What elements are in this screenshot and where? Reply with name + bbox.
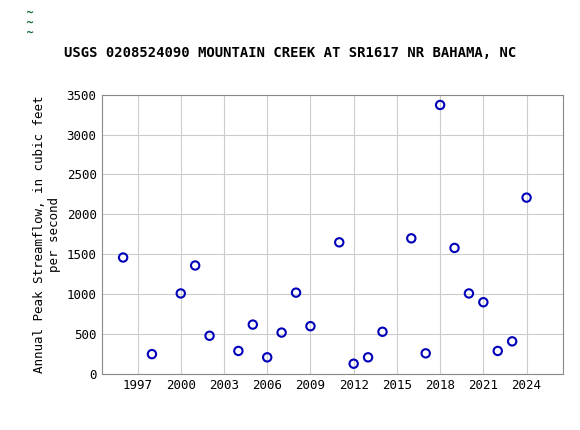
FancyBboxPatch shape xyxy=(3,3,58,42)
Point xyxy=(205,332,214,339)
Text: ~: ~ xyxy=(26,28,34,37)
Point xyxy=(248,321,258,328)
Point xyxy=(190,262,200,269)
Text: USGS 0208524090 MOUNTAIN CREEK AT SR1617 NR BAHAMA, NC: USGS 0208524090 MOUNTAIN CREEK AT SR1617… xyxy=(64,46,516,60)
Point xyxy=(450,245,459,252)
Text: ~: ~ xyxy=(26,8,34,18)
Point xyxy=(277,329,287,336)
Y-axis label: Annual Peak Streamflow, in cubic feet
per second: Annual Peak Streamflow, in cubic feet pe… xyxy=(33,95,61,373)
Point xyxy=(176,290,186,297)
Point xyxy=(118,254,128,261)
Text: ~: ~ xyxy=(26,18,34,28)
Point xyxy=(493,347,502,354)
Point xyxy=(349,360,358,367)
Point xyxy=(522,194,531,201)
Point xyxy=(436,101,445,108)
Text: USGS: USGS xyxy=(67,12,135,33)
Point xyxy=(147,351,157,358)
Point xyxy=(378,329,387,335)
Point xyxy=(478,299,488,306)
Point xyxy=(306,323,315,330)
Point xyxy=(291,289,300,296)
Point xyxy=(407,235,416,242)
Point xyxy=(364,354,373,361)
Point xyxy=(421,350,430,357)
Point xyxy=(335,239,344,246)
Point xyxy=(234,347,243,354)
Point xyxy=(263,354,272,361)
Point xyxy=(508,338,517,345)
Point xyxy=(465,290,474,297)
